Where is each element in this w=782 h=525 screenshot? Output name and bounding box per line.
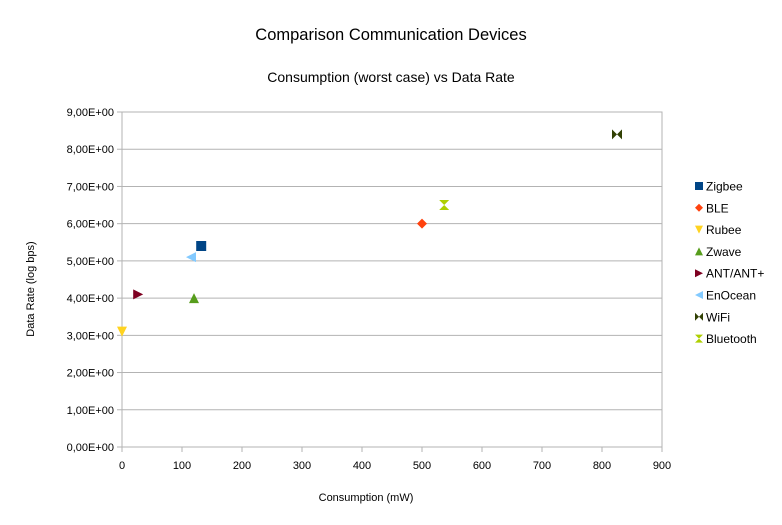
x-tick-label: 800 [593, 460, 611, 472]
chart-subtitle: Consumption (worst case) vs Data Rate [267, 69, 515, 85]
x-tick-label: 700 [533, 460, 551, 472]
legend-label-zigbee: Zigbee [706, 180, 743, 194]
x-tick-label: 200 [233, 460, 251, 472]
data-point-rubee [117, 326, 127, 337]
x-tick-label: 0 [119, 460, 125, 472]
legend-label-wifi: WiFi [706, 310, 730, 324]
data-point-ble [417, 218, 427, 229]
data-point-zwave [189, 293, 199, 304]
data-point-wifi [612, 129, 622, 140]
legend-marker-rubee [695, 225, 703, 234]
legend-marker-zwave [695, 247, 703, 256]
data-point-ant-ant [133, 289, 144, 300]
x-axis-label: Consumption (mW) [319, 492, 414, 504]
legend-label-ble: BLE [706, 201, 729, 215]
y-tick-label: 3,00E+00 [67, 330, 114, 342]
y-tick-label: 0,00E+00 [67, 442, 114, 454]
data-point-zigbee [196, 241, 207, 251]
gridlines [122, 111, 662, 448]
y-tick-label: 6,00E+00 [67, 219, 114, 231]
data-point-bluetooth [439, 200, 450, 211]
legend-marker-ant-ant [695, 269, 703, 278]
legend-label-rubee: Rubee [706, 223, 742, 237]
x-tick-label: 600 [473, 460, 491, 472]
x-tick-label: 100 [173, 460, 191, 472]
y-tick-label: 8,00E+00 [67, 144, 114, 156]
legend-label-bluetooth: Bluetooth [706, 332, 757, 346]
legend-label-zwave: Zwave [706, 245, 742, 259]
legend-marker-wifi [695, 312, 703, 321]
y-tick-label: 4,00E+00 [67, 293, 114, 305]
y-tick-label: 7,00E+00 [67, 181, 114, 193]
y-tick-label: 5,00E+00 [67, 256, 114, 268]
axis-ticks: 0,00E+00 1,00E+00 2,00E+00 3,00E+00 4,00E+00… [67, 107, 672, 472]
legend-marker-ble [695, 203, 703, 212]
x-tick-label: 300 [293, 460, 311, 472]
data-point-enocean [186, 252, 196, 263]
x-tick-label: 900 [653, 460, 671, 472]
plot-area-border [121, 111, 663, 448]
legend-marker-zigbee [695, 182, 703, 190]
y-tick-label: 2,00E+00 [67, 368, 114, 380]
legend: Zigbee BLE Rubee Zwave ANT/ANT+ EnOcean WiFi Bl… [695, 180, 764, 346]
legend-marker-enocean [695, 291, 703, 299]
y-tick-label: 1,00E+00 [67, 405, 114, 417]
data-points [117, 129, 622, 337]
x-tick-label: 400 [353, 460, 371, 472]
x-tick-label: 500 [413, 460, 431, 472]
chart-title: Comparison Communication Devices [255, 26, 526, 44]
y-axis-label: Data Rate (log bps) [25, 241, 37, 336]
legend-label-ant-ant: ANT/ANT+ [706, 267, 764, 281]
y-tick-label: 9,00E+00 [67, 107, 114, 119]
legend-marker-bluetooth [695, 334, 703, 343]
legend-label-enocean: EnOcean [706, 289, 756, 303]
